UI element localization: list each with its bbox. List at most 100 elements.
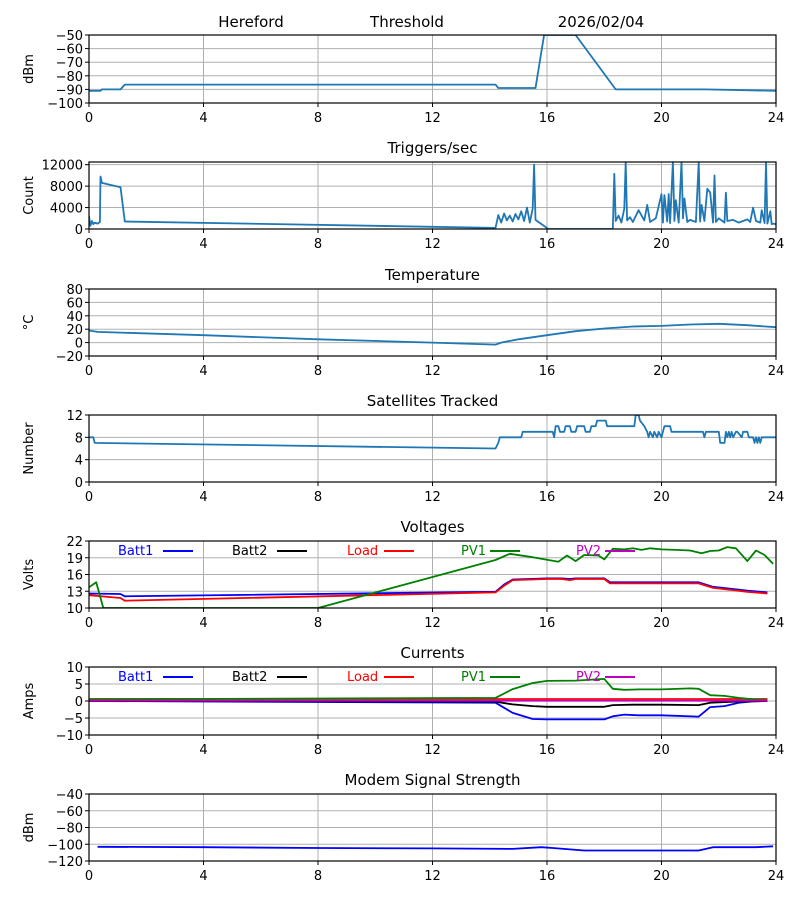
legend-label-load: Load [347, 670, 378, 685]
y-tick-label: 12 [66, 409, 83, 424]
x-tick-label: 8 [314, 869, 322, 884]
x-tick-label: 24 [768, 743, 785, 758]
x-tick-label: 16 [539, 743, 556, 758]
legend-label-batt1: Batt1 [118, 670, 153, 685]
x-tick-label: 8 [314, 237, 322, 252]
y-tick-label: −100 [47, 97, 83, 112]
y-tick-label: 0 [75, 337, 83, 352]
chart-triggers: 0 4 8 12 16 20 24 0 4000 8000 12000 Count Triggers/s… [22, 139, 784, 252]
y-axis-label: dBm [22, 54, 37, 84]
legend-label-pv2: PV2 [576, 544, 601, 559]
series-line-triggers [89, 162, 776, 229]
series-line-pv1 [89, 678, 768, 701]
y-axis-label: °C [22, 315, 37, 331]
chart-threshold: 0 4 8 12 16 20 24 −100−90−80−70−60−50 dBm [22, 29, 784, 126]
chart-satellites: 0 4 8 12 16 20 24 0 4 8 12 Number Satellites Tracked [22, 392, 784, 505]
y-tick-label: −50 [56, 29, 83, 44]
y-tick-label: 4 [75, 454, 83, 469]
series-line-temperature [89, 322, 776, 346]
x-tick-label: 4 [199, 237, 207, 252]
x-tick-label: 20 [653, 869, 670, 884]
x-tick-label: 16 [539, 490, 556, 505]
y-tick-label: 0 [75, 695, 83, 710]
x-tick-label: 4 [199, 364, 207, 379]
legend: Batt1 Batt2 Load PV1 PV2 [118, 670, 635, 685]
x-tick-label: 8 [314, 743, 322, 758]
chart-title: Satellites Tracked [367, 392, 498, 410]
y-tick-label: −10 [56, 729, 83, 744]
chart-title: Triggers/sec [387, 139, 478, 157]
series-line-satellites [89, 415, 776, 450]
y-tick-label: 13 [66, 585, 83, 600]
x-tick-label: 24 [768, 616, 785, 631]
x-tick-label: 8 [314, 111, 322, 126]
x-tick-label: 16 [539, 869, 556, 884]
x-tick-label: 24 [768, 490, 785, 505]
x-tick-label: 4 [199, 490, 207, 505]
x-tick-label: 12 [424, 869, 441, 884]
y-tick-label: 22 [66, 535, 83, 550]
y-axis-label: Volts [22, 559, 37, 591]
x-tick-label: 4 [199, 111, 207, 126]
y-tick-label: −60 [56, 43, 83, 58]
y-axis-label: Number [22, 422, 37, 475]
y-tick-label: −120 [47, 855, 83, 870]
x-tick-label: 16 [539, 616, 556, 631]
y-tick-label: −70 [56, 56, 83, 71]
x-tick-label: 8 [314, 490, 322, 505]
x-tick-label: 8 [314, 364, 322, 379]
y-tick-label: −80 [56, 822, 83, 837]
x-tick-label: 4 [199, 616, 207, 631]
y-axis-label: Count [22, 176, 37, 215]
y-tick-label: −20 [56, 350, 83, 365]
y-tick-label: 16 [66, 569, 83, 584]
chart-title: Temperature [384, 266, 480, 284]
x-tick-label: 12 [424, 743, 441, 758]
chart-title: Currents [400, 644, 464, 662]
y-tick-label: 40 [66, 310, 83, 325]
legend-label-load: Load [347, 544, 378, 559]
y-tick-label: −60 [56, 805, 83, 820]
series-line-modem [97, 845, 774, 852]
series-line-threshold [89, 35, 776, 92]
x-tick-label: 0 [85, 490, 93, 505]
x-tick-label: 20 [653, 616, 670, 631]
y-tick-label: 12000 [42, 159, 83, 174]
y-tick-label: −40 [56, 788, 83, 803]
series-line-load [89, 578, 768, 602]
x-tick-label: 20 [653, 237, 670, 252]
x-tick-label: 8 [314, 616, 322, 631]
x-tick-label: 0 [85, 237, 93, 252]
x-tick-label: 12 [424, 111, 441, 126]
x-tick-label: 0 [85, 111, 93, 126]
y-tick-label: 4000 [50, 202, 83, 217]
series-line-pv1 [89, 546, 774, 608]
x-tick-label: 24 [768, 364, 785, 379]
x-tick-label: 0 [85, 869, 93, 884]
y-tick-label: −5 [64, 712, 83, 727]
y-tick-label: 20 [66, 323, 83, 338]
x-tick-label: 12 [424, 616, 441, 631]
series-line-batt2 [89, 700, 768, 708]
y-tick-label: 80 [66, 283, 83, 298]
y-tick-label: 10 [66, 602, 83, 617]
x-tick-label: 20 [653, 743, 670, 758]
x-tick-label: 12 [424, 364, 441, 379]
y-tick-label: 5 [75, 678, 83, 693]
legend: Batt1 Batt2 Load PV1 PV2 [118, 544, 635, 559]
y-tick-label: −80 [56, 70, 83, 85]
x-tick-label: 4 [199, 743, 207, 758]
chart-title: Voltages [400, 518, 464, 536]
legend-label-pv1: PV1 [461, 670, 486, 685]
x-tick-label: 20 [653, 364, 670, 379]
x-tick-label: 16 [539, 364, 556, 379]
y-tick-label: 8000 [50, 180, 83, 195]
legend-label-batt2: Batt2 [232, 544, 267, 559]
x-tick-label: 12 [424, 237, 441, 252]
chart-modem: 0 4 8 12 16 20 24 −120 −100−80 −60 −40 dBm Modem Sig… [22, 771, 784, 884]
y-tick-label: −100 [47, 838, 83, 853]
